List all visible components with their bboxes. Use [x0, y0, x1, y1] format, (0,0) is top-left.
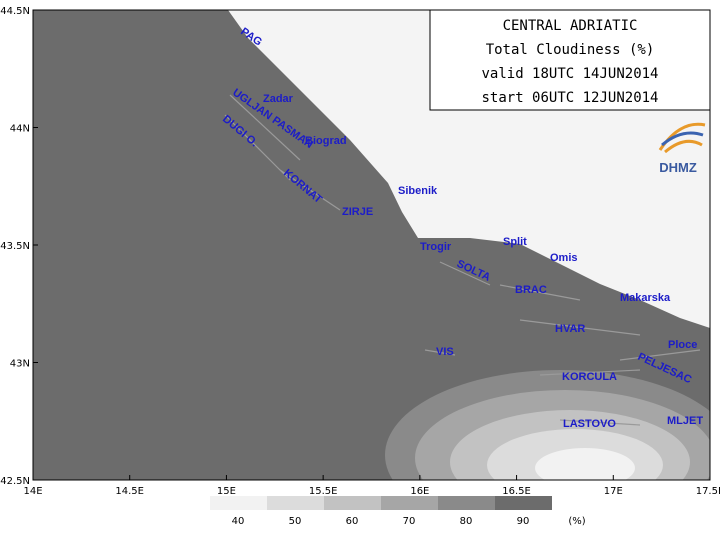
- lon-tick-label: 15E: [217, 486, 236, 497]
- lon-tick-label: 16E: [410, 486, 429, 497]
- colorbar-label: 40: [232, 516, 245, 527]
- place-label: KORCULA: [562, 371, 617, 383]
- colorbar-label: 90: [517, 516, 530, 527]
- title-box: [429, 9, 711, 111]
- place-label: Omis: [550, 252, 578, 264]
- lon-tick-label: 17E: [604, 486, 623, 497]
- colorbar-box: [267, 496, 324, 510]
- lon-tick-label: 16.5E: [502, 486, 531, 497]
- lon-tick-label: 17.5E: [696, 486, 720, 497]
- lat-tick-label: 44.5N: [0, 6, 30, 17]
- valid-time: valid 18UTC 14JUN2014: [481, 66, 658, 82]
- place-label: Sibenik: [398, 185, 438, 197]
- cloud-field: [385, 370, 710, 480]
- colorbar-box: [438, 496, 495, 510]
- axis-ticks: 14E 14.5E 15E 15.5E 16E 16.5E 17E 17.5E 42.5N 43N…: [0, 6, 720, 497]
- place-label: BRAC: [515, 284, 547, 296]
- lon-tick-label: 14.5E: [115, 486, 144, 497]
- logo-text: DHMZ: [659, 160, 697, 175]
- logo: DHMZ: [658, 122, 706, 175]
- colorbar-label: 60: [346, 516, 359, 527]
- colorbar-unit: (%): [568, 516, 585, 527]
- place-label: Split: [503, 236, 527, 248]
- lon-tick-label: 14E: [23, 486, 42, 497]
- place-label: LASTOVO: [563, 418, 616, 430]
- start-time: start 06UTC 12JUN2014: [481, 90, 658, 106]
- lat-tick-label: 43N: [10, 359, 30, 370]
- place-label: Biograd: [305, 135, 347, 147]
- place-label: ZIRJE: [342, 206, 373, 218]
- colorbar-box: [210, 496, 267, 510]
- subtitle: Total Cloudiness (%): [486, 42, 655, 58]
- lat-tick-label: 43.5N: [0, 241, 30, 252]
- place-label: Ploce: [668, 339, 697, 351]
- place-label: MLJET: [667, 415, 703, 427]
- colorbar-box: [381, 496, 438, 510]
- colorbar-box: [495, 496, 552, 510]
- lat-tick-label: 44N: [10, 124, 30, 135]
- place-label: VIS: [436, 346, 454, 358]
- colorbar-label: 70: [403, 516, 416, 527]
- place-label: Trogir: [420, 241, 452, 253]
- island-outlines: [224, 94, 701, 426]
- lat-tick-label: 42.5N: [0, 476, 30, 487]
- lon-tick-label: 15.5E: [309, 486, 338, 497]
- colorbar-label: 80: [460, 516, 473, 527]
- title: CENTRAL ADRIATIC: [503, 18, 638, 34]
- place-label: Zadar: [263, 93, 294, 105]
- colorbar-label: 50: [289, 516, 302, 527]
- place-label: HVAR: [555, 323, 585, 335]
- place-label: Makarska: [620, 292, 671, 304]
- colorbar: 40 50 60 70 80 90 (%): [210, 496, 586, 527]
- colorbar-box: [324, 496, 381, 510]
